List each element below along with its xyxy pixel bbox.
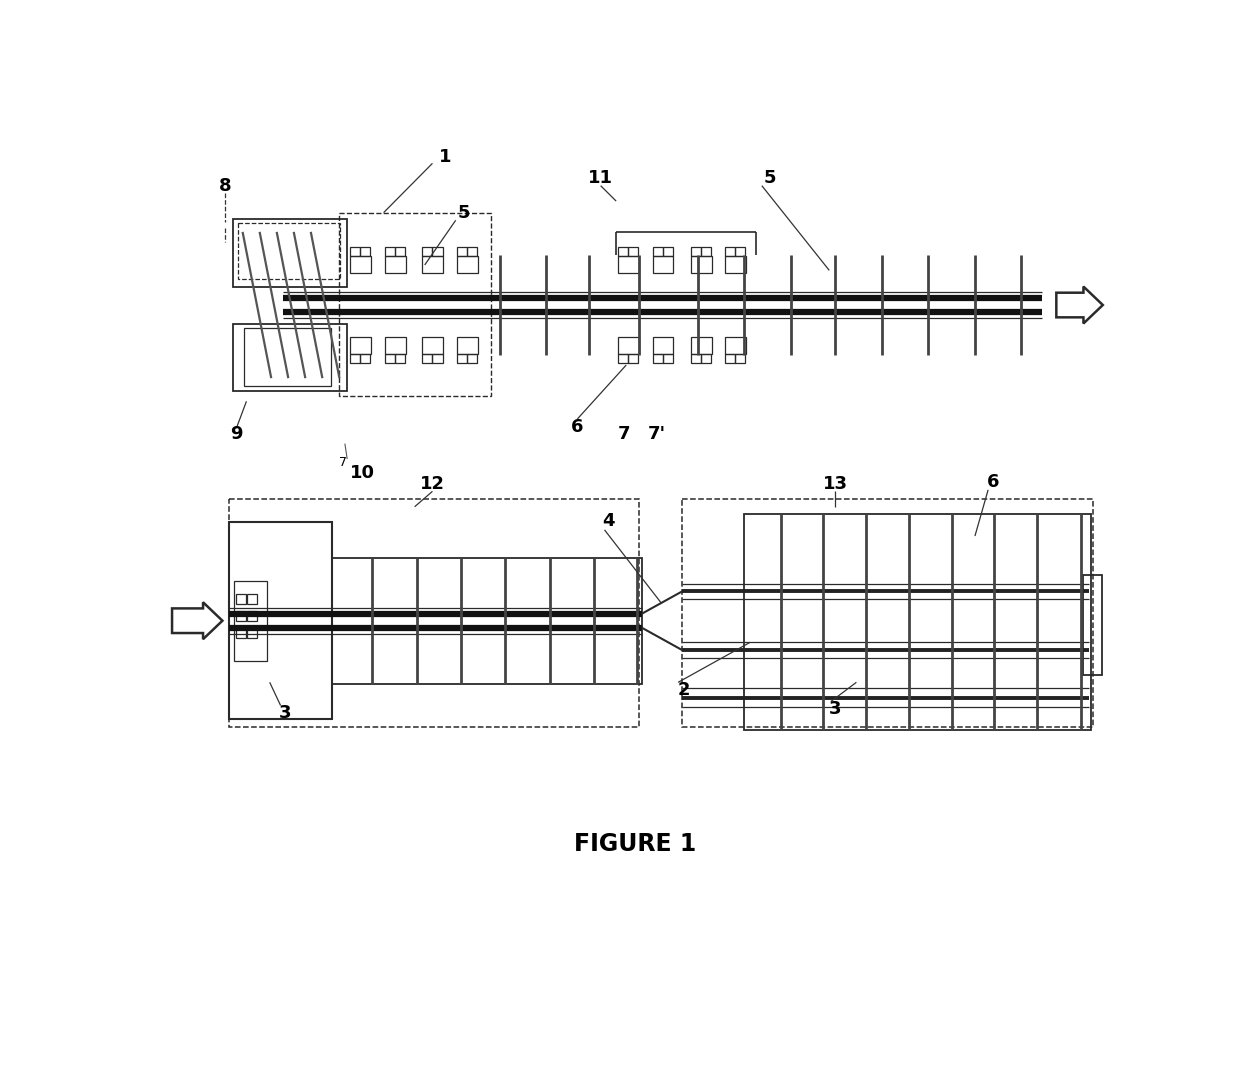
Bar bbox=[238, 224, 340, 279]
Bar bbox=[236, 628, 246, 637]
Bar bbox=[627, 354, 637, 362]
Bar bbox=[386, 337, 407, 354]
Text: 10: 10 bbox=[350, 464, 376, 482]
Bar bbox=[724, 256, 745, 273]
Bar bbox=[234, 581, 267, 661]
Bar bbox=[467, 247, 477, 256]
Text: 1: 1 bbox=[439, 148, 451, 166]
Bar bbox=[467, 354, 477, 362]
Bar bbox=[652, 256, 673, 273]
Bar bbox=[423, 247, 433, 256]
Bar bbox=[351, 256, 371, 273]
Bar bbox=[351, 354, 361, 362]
Bar bbox=[458, 337, 479, 354]
Text: 3: 3 bbox=[830, 700, 842, 718]
Bar bbox=[361, 247, 371, 256]
Bar bbox=[423, 354, 433, 362]
Bar bbox=[692, 256, 712, 273]
Text: 12: 12 bbox=[420, 474, 445, 492]
Bar bbox=[247, 628, 258, 637]
Bar bbox=[351, 337, 371, 354]
Bar bbox=[692, 247, 702, 256]
Bar bbox=[340, 212, 491, 395]
Bar bbox=[228, 499, 640, 727]
Bar bbox=[244, 328, 331, 386]
Text: 4: 4 bbox=[603, 512, 615, 530]
Bar bbox=[724, 247, 734, 256]
Bar bbox=[458, 247, 467, 256]
Bar bbox=[734, 247, 745, 256]
Bar bbox=[228, 522, 332, 720]
Bar bbox=[247, 611, 258, 620]
Bar bbox=[332, 558, 642, 684]
Bar bbox=[433, 247, 443, 256]
Text: 3: 3 bbox=[279, 705, 291, 722]
Bar bbox=[351, 247, 361, 256]
FancyArrow shape bbox=[172, 602, 222, 640]
Text: 7: 7 bbox=[618, 425, 630, 443]
Bar bbox=[386, 247, 396, 256]
Bar bbox=[724, 337, 745, 354]
Bar bbox=[662, 354, 672, 362]
Bar bbox=[458, 354, 467, 362]
Bar bbox=[247, 594, 258, 603]
Bar bbox=[423, 256, 444, 273]
Bar bbox=[662, 247, 672, 256]
FancyArrow shape bbox=[1056, 287, 1102, 323]
Bar bbox=[236, 594, 246, 603]
Bar bbox=[1083, 575, 1102, 675]
Bar bbox=[724, 354, 734, 362]
Bar bbox=[618, 354, 627, 362]
Bar bbox=[618, 337, 639, 354]
Bar bbox=[386, 256, 407, 273]
Text: 13: 13 bbox=[823, 474, 848, 492]
Bar bbox=[458, 256, 479, 273]
Bar bbox=[692, 337, 712, 354]
Text: 5: 5 bbox=[458, 204, 470, 222]
Text: 7: 7 bbox=[340, 456, 347, 469]
Bar bbox=[361, 354, 371, 362]
Bar bbox=[396, 354, 405, 362]
Bar bbox=[618, 247, 627, 256]
Bar bbox=[682, 499, 1092, 727]
Bar bbox=[433, 354, 443, 362]
Bar bbox=[386, 354, 396, 362]
Bar bbox=[233, 219, 347, 287]
Bar bbox=[702, 354, 712, 362]
Text: 8: 8 bbox=[218, 177, 231, 195]
Bar bbox=[618, 256, 639, 273]
Text: FIGURE 1: FIGURE 1 bbox=[574, 833, 697, 856]
Bar bbox=[692, 354, 702, 362]
Bar bbox=[652, 354, 662, 362]
Bar bbox=[233, 323, 347, 391]
Bar bbox=[744, 515, 1091, 730]
Bar bbox=[652, 247, 662, 256]
Text: 7': 7' bbox=[649, 425, 666, 443]
Bar bbox=[396, 247, 405, 256]
Text: 9: 9 bbox=[231, 425, 243, 443]
Text: 11: 11 bbox=[588, 169, 613, 187]
Text: 2: 2 bbox=[677, 681, 689, 699]
Bar bbox=[734, 354, 745, 362]
Text: 5: 5 bbox=[764, 169, 776, 187]
Text: 6: 6 bbox=[987, 473, 999, 491]
Bar bbox=[236, 611, 246, 620]
Bar bbox=[627, 247, 637, 256]
Text: 6: 6 bbox=[572, 418, 584, 436]
Bar bbox=[423, 337, 444, 354]
Bar bbox=[702, 247, 712, 256]
Bar bbox=[652, 337, 673, 354]
